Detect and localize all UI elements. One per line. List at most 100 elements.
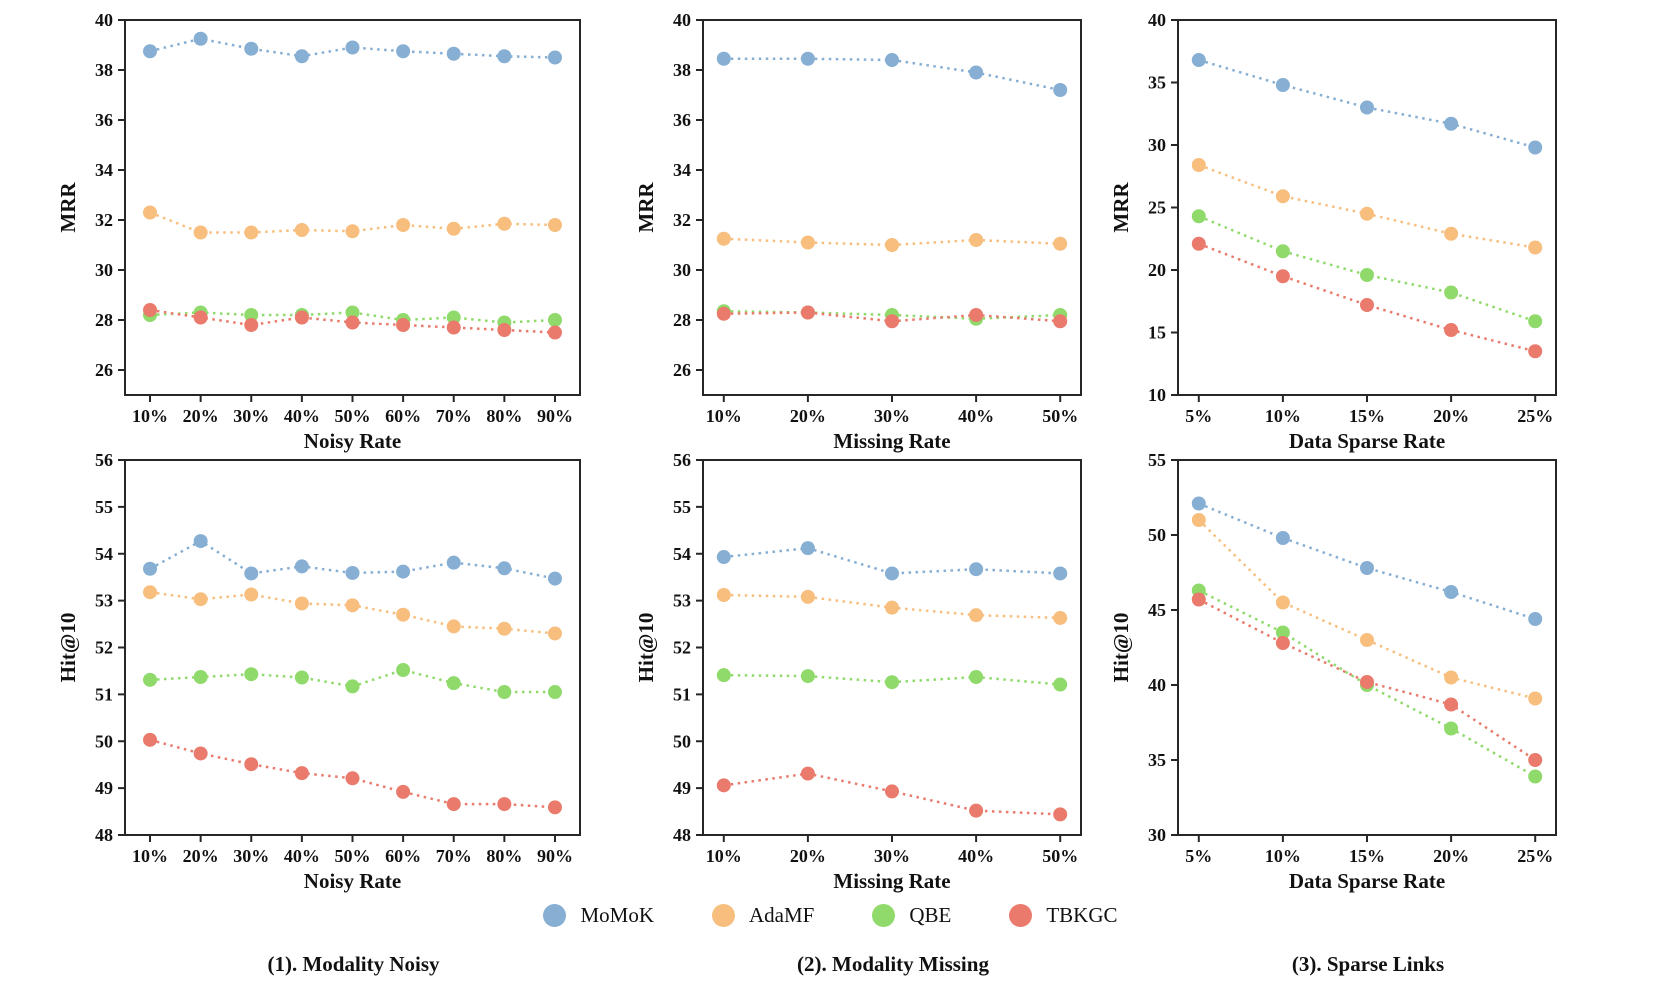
svg-text:15%: 15% bbox=[1349, 846, 1385, 866]
tbkgc-marker-icon bbox=[1009, 904, 1033, 927]
svg-text:90%: 90% bbox=[537, 406, 573, 426]
svg-text:20%: 20% bbox=[1433, 406, 1469, 426]
svg-text:40: 40 bbox=[1148, 10, 1166, 30]
svg-text:25%: 25% bbox=[1517, 406, 1553, 426]
svg-text:50%: 50% bbox=[1042, 406, 1078, 426]
svg-text:34: 34 bbox=[673, 160, 691, 180]
legend: MoMoK AdaMF QBE TBKGC bbox=[0, 903, 1661, 928]
legend-label-tbkgc: TBKGC bbox=[1046, 903, 1118, 927]
legend-item-tbkgc: TBKGC bbox=[1009, 903, 1118, 928]
svg-text:10%: 10% bbox=[706, 406, 742, 426]
svg-text:20%: 20% bbox=[790, 406, 826, 426]
svg-text:20%: 20% bbox=[1433, 846, 1469, 866]
svg-text:Missing Rate: Missing Rate bbox=[833, 869, 950, 893]
svg-text:56: 56 bbox=[95, 450, 113, 470]
svg-text:36: 36 bbox=[673, 110, 691, 130]
adamf-marker-icon bbox=[711, 904, 735, 927]
svg-text:30%: 30% bbox=[233, 846, 269, 866]
svg-text:52: 52 bbox=[95, 638, 113, 658]
svg-text:50: 50 bbox=[673, 731, 691, 751]
svg-text:50%: 50% bbox=[335, 406, 371, 426]
svg-text:34: 34 bbox=[95, 160, 113, 180]
svg-text:51: 51 bbox=[673, 684, 691, 704]
svg-text:10%: 10% bbox=[1265, 846, 1301, 866]
svg-text:10%: 10% bbox=[132, 846, 168, 866]
subplot-hit10-sparse: 30 35 40 45 50 55 5% 10% 15% 20% 25% Data Sparse Ra… bbox=[1109, 450, 1557, 893]
legend-item-momok: MoMoK bbox=[543, 903, 654, 928]
svg-text:53: 53 bbox=[673, 591, 691, 611]
svg-text:10: 10 bbox=[1148, 385, 1166, 405]
svg-text:30%: 30% bbox=[874, 846, 910, 866]
svg-text:Hit@10: Hit@10 bbox=[634, 613, 658, 683]
caption-modality-missing: (2). Modality Missing bbox=[797, 952, 989, 976]
subplot-hit10-missing: 48 49 50 51 52 53 54 55 56 10% 20% 30% 40% 50% Missing… bbox=[634, 450, 1082, 893]
svg-text:80%: 80% bbox=[486, 846, 522, 866]
svg-text:50%: 50% bbox=[335, 846, 371, 866]
svg-text:30: 30 bbox=[1148, 825, 1166, 845]
svg-text:Data Sparse Rate: Data Sparse Rate bbox=[1289, 429, 1445, 453]
svg-text:50: 50 bbox=[95, 731, 113, 751]
subplot-hit10-noisy: 48 49 50 51 52 53 54 55 56 10% 20% 30% 40% 50% 60% 70% 8… bbox=[56, 450, 581, 893]
svg-text:25%: 25% bbox=[1517, 846, 1553, 866]
svg-text:70%: 70% bbox=[436, 846, 472, 866]
svg-text:MRR: MRR bbox=[634, 182, 658, 233]
svg-text:48: 48 bbox=[95, 825, 113, 845]
legend-label-momok: MoMoK bbox=[580, 903, 654, 927]
svg-text:26: 26 bbox=[95, 360, 113, 380]
svg-text:50%: 50% bbox=[1042, 846, 1078, 866]
svg-text:53: 53 bbox=[95, 591, 113, 611]
svg-text:20%: 20% bbox=[183, 406, 219, 426]
svg-text:36: 36 bbox=[95, 110, 113, 130]
svg-text:38: 38 bbox=[95, 60, 113, 80]
svg-text:30: 30 bbox=[673, 260, 691, 280]
svg-text:Noisy Rate: Noisy Rate bbox=[304, 869, 401, 893]
legend-item-qbe: QBE bbox=[872, 903, 951, 928]
svg-text:15%: 15% bbox=[1349, 406, 1385, 426]
svg-text:54: 54 bbox=[95, 544, 113, 564]
svg-text:40: 40 bbox=[95, 10, 113, 30]
legend-item-adamf: AdaMF bbox=[711, 903, 814, 928]
subplot-mrr-sparse: 10 15 20 25 30 35 40 5% 10% 15% 20% 25% Data Sparse … bbox=[1109, 10, 1557, 453]
svg-text:10%: 10% bbox=[132, 406, 168, 426]
svg-text:52: 52 bbox=[673, 638, 691, 658]
svg-text:Hit@10: Hit@10 bbox=[56, 613, 80, 683]
svg-text:40%: 40% bbox=[958, 846, 994, 866]
svg-text:15: 15 bbox=[1148, 323, 1166, 343]
svg-text:Noisy Rate: Noisy Rate bbox=[304, 429, 401, 453]
svg-text:25: 25 bbox=[1148, 198, 1166, 218]
svg-text:20%: 20% bbox=[183, 846, 219, 866]
svg-text:55: 55 bbox=[673, 497, 691, 517]
svg-text:5%: 5% bbox=[1185, 846, 1212, 866]
svg-text:Missing Rate: Missing Rate bbox=[833, 429, 950, 453]
svg-text:48: 48 bbox=[673, 825, 691, 845]
svg-text:90%: 90% bbox=[537, 846, 573, 866]
qbe-marker-icon bbox=[872, 904, 896, 927]
svg-text:28: 28 bbox=[95, 310, 113, 330]
svg-text:51: 51 bbox=[95, 684, 113, 704]
svg-text:40: 40 bbox=[673, 10, 691, 30]
svg-text:32: 32 bbox=[95, 210, 113, 230]
svg-text:45: 45 bbox=[1148, 600, 1166, 620]
svg-text:49: 49 bbox=[673, 778, 691, 798]
svg-text:55: 55 bbox=[95, 497, 113, 517]
svg-text:20: 20 bbox=[1148, 260, 1166, 280]
svg-text:38: 38 bbox=[673, 60, 691, 80]
svg-text:55: 55 bbox=[1148, 450, 1166, 470]
svg-text:35: 35 bbox=[1148, 73, 1166, 93]
svg-text:56: 56 bbox=[673, 450, 691, 470]
svg-text:40: 40 bbox=[1148, 675, 1166, 695]
svg-text:54: 54 bbox=[673, 544, 691, 564]
caption-sparse-links: (3). Sparse Links bbox=[1291, 952, 1445, 976]
svg-text:MRR: MRR bbox=[56, 182, 80, 233]
svg-text:35: 35 bbox=[1148, 750, 1166, 770]
svg-text:10%: 10% bbox=[1265, 406, 1301, 426]
svg-text:40%: 40% bbox=[284, 846, 320, 866]
svg-text:40%: 40% bbox=[958, 406, 994, 426]
svg-text:MRR: MRR bbox=[1109, 182, 1133, 233]
svg-text:5%: 5% bbox=[1185, 406, 1212, 426]
svg-text:Hit@10: Hit@10 bbox=[1109, 613, 1133, 683]
svg-text:60%: 60% bbox=[385, 406, 421, 426]
svg-text:50: 50 bbox=[1148, 525, 1166, 545]
svg-text:Data Sparse Rate: Data Sparse Rate bbox=[1289, 869, 1445, 893]
